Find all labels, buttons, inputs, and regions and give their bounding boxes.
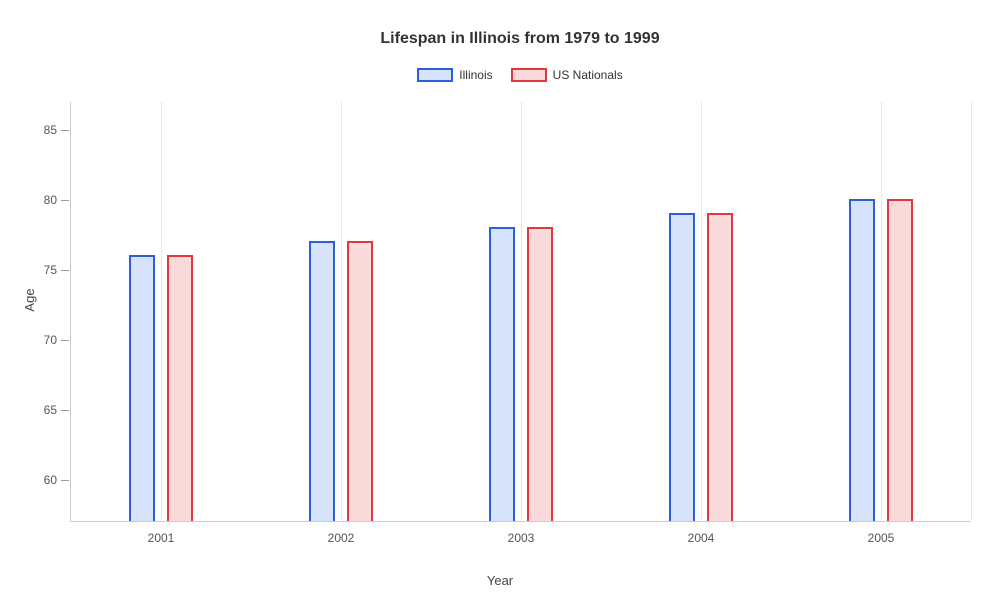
bar-illinois[interactable] [489, 227, 515, 521]
x-tick-label: 2004 [688, 521, 715, 545]
grid-line [971, 102, 972, 521]
bar-us-nationals[interactable] [347, 241, 373, 521]
y-tick-label: 80 [44, 193, 71, 207]
x-tick-label: 2001 [148, 521, 175, 545]
y-tick-label: 85 [44, 123, 71, 137]
bar-illinois[interactable] [309, 241, 335, 521]
y-tick-label: 75 [44, 263, 71, 277]
legend-item-illinois[interactable]: Illinois [417, 68, 492, 82]
bar-illinois[interactable] [669, 213, 695, 521]
grid-line [881, 102, 882, 521]
bar-us-nationals[interactable] [527, 227, 553, 521]
grid-line [701, 102, 702, 521]
x-tick-label: 2002 [328, 521, 355, 545]
legend-label: Illinois [459, 68, 492, 82]
x-tick-label: 2005 [868, 521, 895, 545]
y-axis-title: Age [22, 288, 37, 311]
bar-us-nationals[interactable] [887, 199, 913, 521]
x-tick-label: 2003 [508, 521, 535, 545]
legend-swatch-illinois [417, 68, 453, 82]
grid-line [341, 102, 342, 521]
y-tick-label: 65 [44, 403, 71, 417]
legend-item-us-nationals[interactable]: US Nationals [511, 68, 623, 82]
plot-area: 20012002200320042005606570758085 [70, 102, 970, 522]
y-tick-label: 60 [44, 473, 71, 487]
bar-us-nationals[interactable] [707, 213, 733, 521]
grid-line [521, 102, 522, 521]
chart-container: Lifespan in Illinois from 1979 to 1999 I… [0, 0, 1000, 600]
legend-swatch-us-nationals [511, 68, 547, 82]
x-axis-title: Year [487, 573, 513, 588]
bar-illinois[interactable] [129, 255, 155, 521]
bar-illinois[interactable] [849, 199, 875, 521]
legend: Illinois US Nationals [70, 68, 970, 82]
chart-title: Lifespan in Illinois from 1979 to 1999 [70, 30, 970, 48]
y-tick-label: 70 [44, 333, 71, 347]
grid-line [161, 102, 162, 521]
bar-us-nationals[interactable] [167, 255, 193, 521]
legend-label: US Nationals [553, 68, 623, 82]
